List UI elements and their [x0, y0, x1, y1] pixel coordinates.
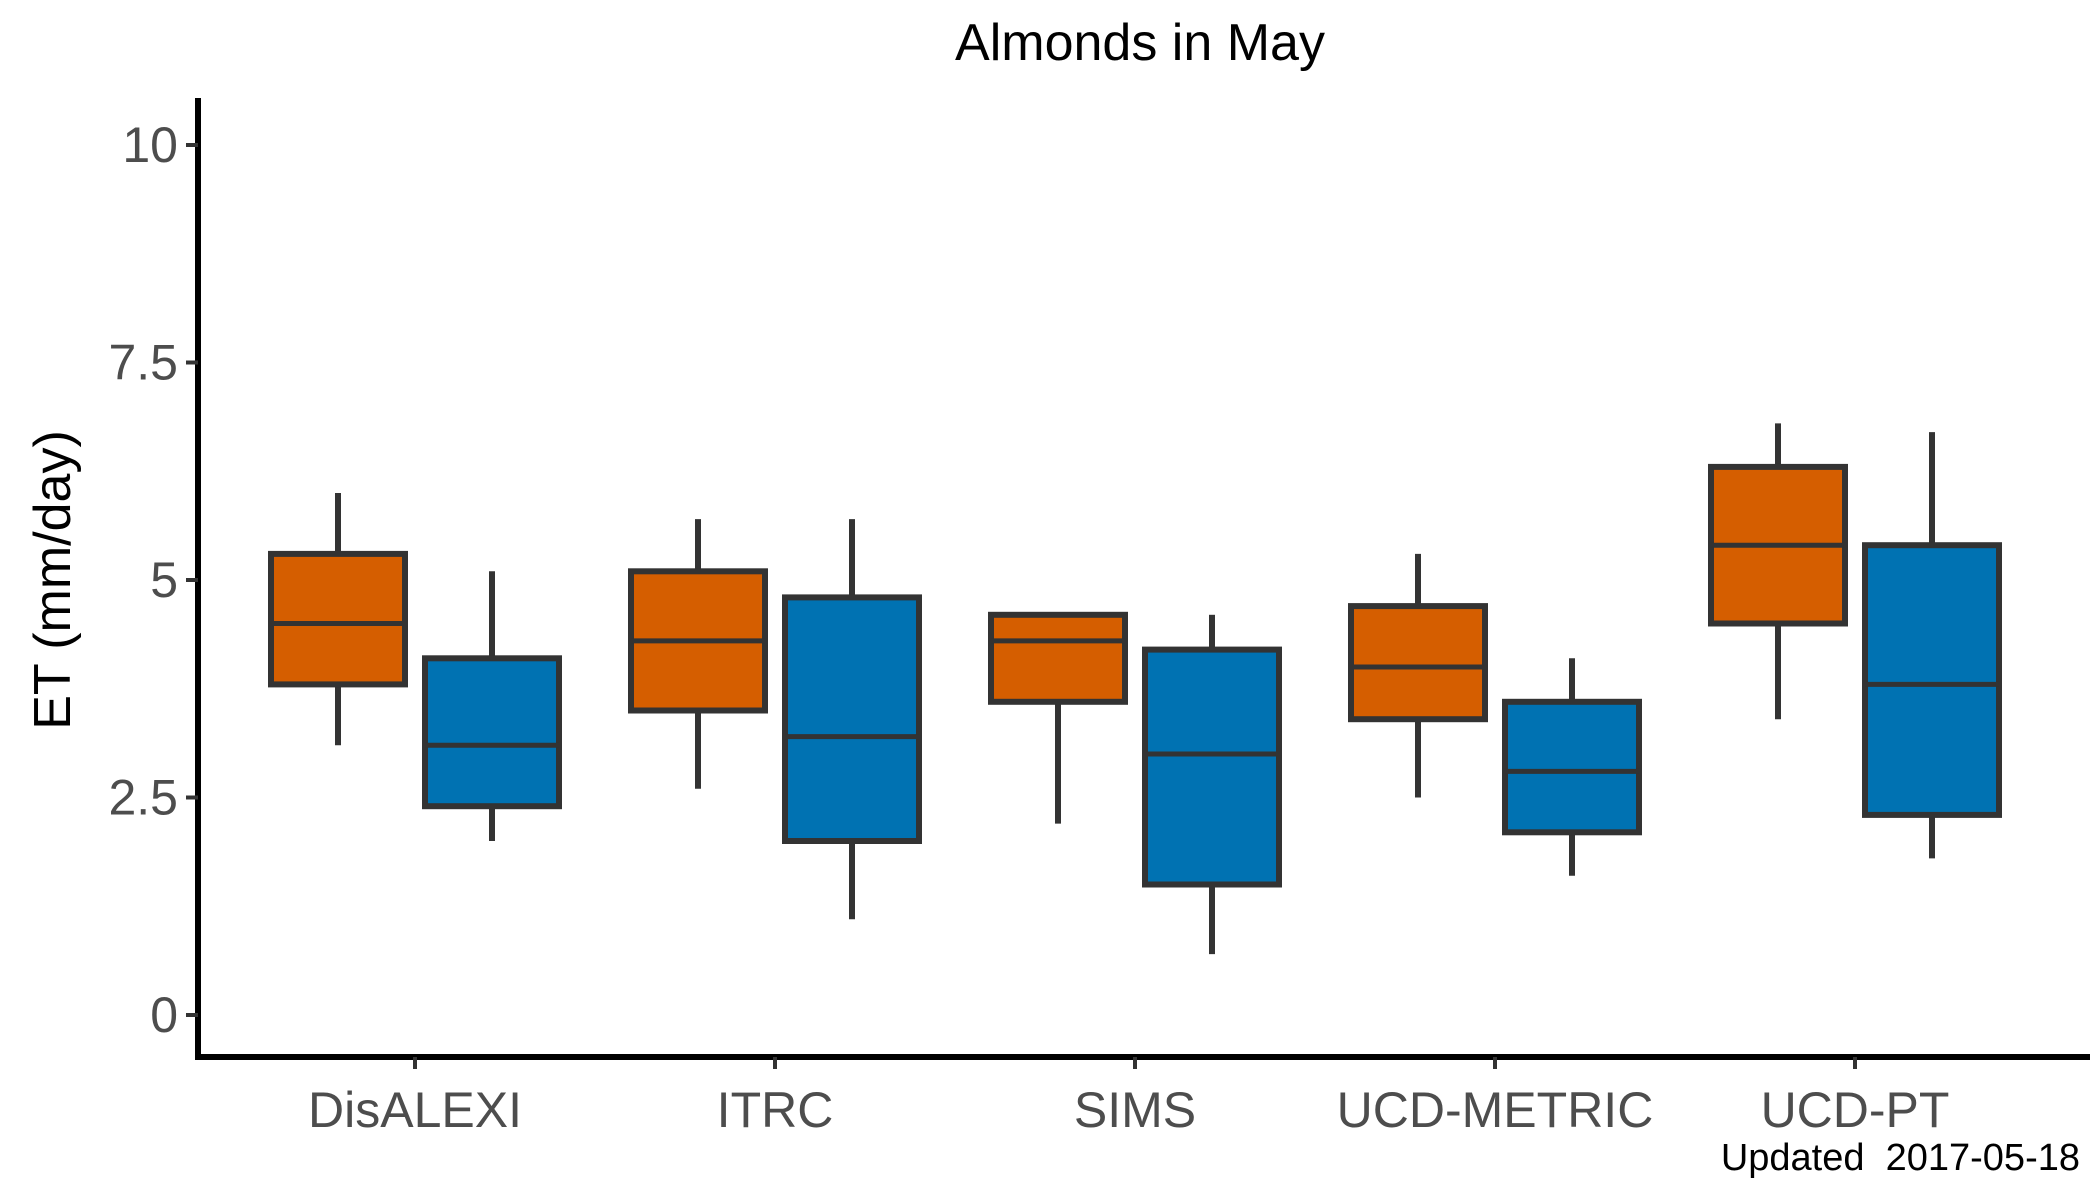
x-tick-label: ITRC: [717, 1082, 834, 1138]
box-sims-series-1-box: [988, 611, 1128, 705]
box-ucd-pt-series-2-box: [1862, 542, 2002, 818]
y-tick-label: 0: [150, 987, 178, 1043]
x-tick-label: DisALEXI: [308, 1082, 522, 1138]
box-ucd-metric-series-1-box: [1348, 603, 1488, 723]
y-tick-label: 10: [122, 117, 178, 173]
updated-caption: Updated 2017-05-18: [1721, 1137, 2080, 1179]
box-disalexi-series-1-box: [268, 550, 408, 688]
box-disalexi-series-2-box: [422, 655, 562, 810]
box-sims-series-2-box: [1142, 646, 1282, 888]
box-itrc-series-2-box: [782, 594, 922, 845]
box-ucd-metric-series-2-box: [1502, 698, 1642, 836]
plot-area: 0 2.5 5 7.5 10 DisALEXI ITRC SIMS UCD-METRIC UCD-…: [108, 98, 2090, 1138]
y-tick-label: 2.5: [108, 770, 178, 826]
y-axis-title: ET (mm/day): [24, 430, 82, 730]
chart-title: Almonds in May: [955, 14, 1325, 72]
x-tick-label: UCD-PT: [1761, 1082, 1950, 1138]
x-tick-label: UCD-METRIC: [1337, 1082, 1654, 1138]
x-tick-label: SIMS: [1074, 1082, 1196, 1138]
y-tick-label: 5: [150, 552, 178, 608]
y-tick-label: 7.5: [108, 335, 178, 391]
